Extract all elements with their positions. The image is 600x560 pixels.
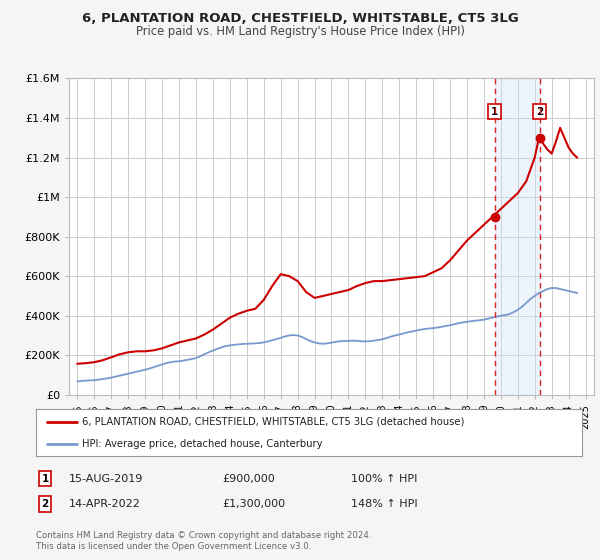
Text: 14-APR-2022: 14-APR-2022 xyxy=(69,499,141,509)
Text: 6, PLANTATION ROAD, CHESTFIELD, WHITSTABLE, CT5 3LG: 6, PLANTATION ROAD, CHESTFIELD, WHITSTAB… xyxy=(82,12,518,25)
Text: HPI: Average price, detached house, Canterbury: HPI: Average price, detached house, Cant… xyxy=(82,438,323,449)
Text: £900,000: £900,000 xyxy=(222,474,275,484)
Text: 100% ↑ HPI: 100% ↑ HPI xyxy=(351,474,418,484)
Text: 148% ↑ HPI: 148% ↑ HPI xyxy=(351,499,418,509)
Text: Price paid vs. HM Land Registry's House Price Index (HPI): Price paid vs. HM Land Registry's House … xyxy=(136,25,464,38)
Text: 6, PLANTATION ROAD, CHESTFIELD, WHITSTABLE, CT5 3LG (detached house): 6, PLANTATION ROAD, CHESTFIELD, WHITSTAB… xyxy=(82,417,465,427)
Text: 2: 2 xyxy=(41,499,49,509)
Text: Contains HM Land Registry data © Crown copyright and database right 2024.: Contains HM Land Registry data © Crown c… xyxy=(36,531,371,540)
Text: £1,300,000: £1,300,000 xyxy=(222,499,285,509)
Text: This data is licensed under the Open Government Licence v3.0.: This data is licensed under the Open Gov… xyxy=(36,542,311,550)
Text: 1: 1 xyxy=(491,106,498,116)
Text: 15-AUG-2019: 15-AUG-2019 xyxy=(69,474,143,484)
Bar xyxy=(494,78,539,395)
Text: 2: 2 xyxy=(536,106,543,116)
Text: 1: 1 xyxy=(41,474,49,484)
